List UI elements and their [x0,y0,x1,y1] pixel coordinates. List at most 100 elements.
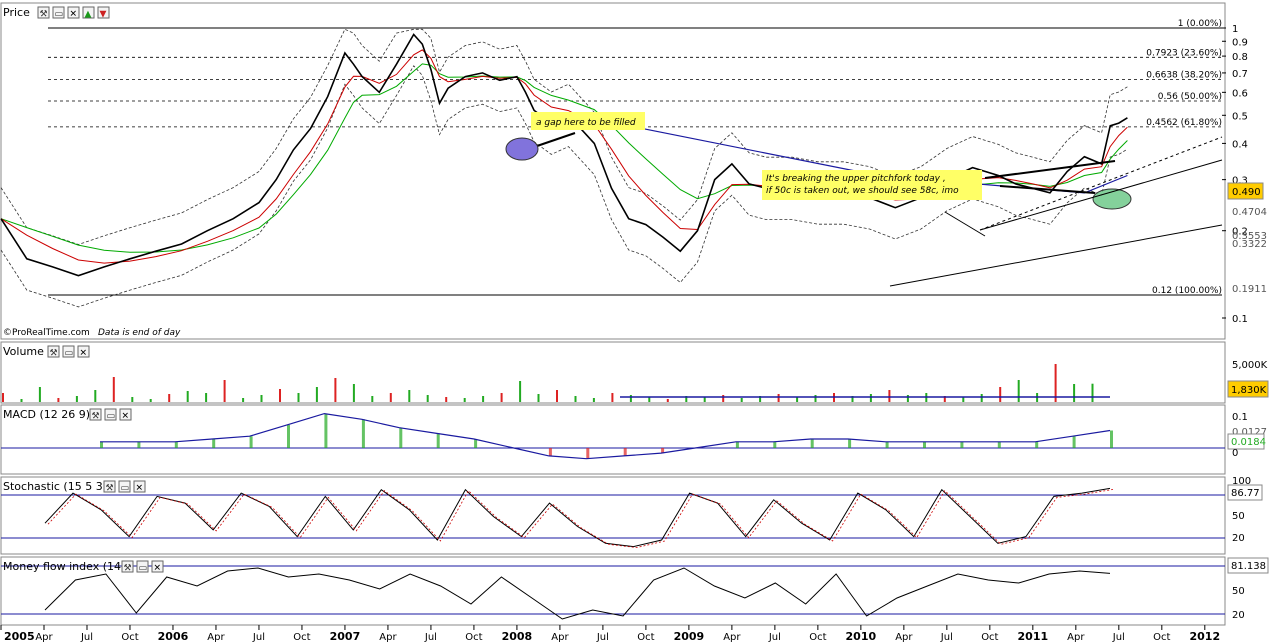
macd-histogram-bar [249,436,253,448]
volume-bar [629,395,632,402]
arrow-down-icon-glyph: ▼ [100,10,107,20]
x-tick-label: Jul [1112,632,1125,643]
volume-bar [1091,383,1094,402]
volume-bar [592,398,595,402]
x-tick-label: Apr [379,632,397,643]
window-icon-glyph: ▭ [65,349,74,359]
window-icon [136,560,149,573]
macd-histogram-bar [399,427,403,448]
mfi-value: 81.138 [1231,561,1266,572]
x-tick-label: Jul [252,632,265,643]
macd-side-label-3: 0 [1232,448,1238,459]
stoch-panel-frame [0,476,1226,555]
stoch-side-label-1: 100 [1232,476,1251,487]
macd-histogram-bar [100,441,103,448]
price-side-label-4: 0.1911 [1232,284,1267,295]
pitchfork-upper-ext [979,136,1223,231]
fib-level-label: 0.4562 (61.80%) [1146,118,1222,128]
volume-bar [611,393,614,402]
volume-bar [740,398,743,402]
arrow-up-icon [82,6,95,19]
x-tick-label: Oct [981,632,998,643]
x-tick-label: Apr [207,632,225,643]
x-tick-label: Apr [551,632,569,643]
volume-bar [519,381,522,402]
macd-histogram-bar [1072,436,1076,448]
mfi-side-label-2: 20 [1232,610,1245,621]
close-icon [119,408,132,421]
macd-panel-frame [0,404,1226,475]
volume-bar [315,387,318,402]
x-tick-label: Apr [895,632,913,643]
volume-bar [482,396,485,402]
volume-bar [906,395,909,402]
note-arrow-1 [984,160,1116,179]
volume-bar [796,397,799,402]
stoch-k-line [44,487,1111,548]
mfi-panel-frame [0,556,1226,626]
macd-line [100,412,1111,460]
macd-histogram-bar [773,441,777,448]
price-tick-label: 0.2 [1232,227,1248,238]
x-tick-label: 2012 [1189,630,1220,643]
wrench-icon-glyph: ⚒ [50,349,58,359]
macd-histogram-bar [361,419,365,448]
panel-title-macd: MACD (12 26 9) [3,408,90,421]
panel-title-volume: Volume [3,345,44,358]
wrench-icon [89,408,102,421]
volume-bar [888,390,891,402]
macd-histogram-bar [212,439,216,448]
volume-bar [777,394,780,402]
price-panel-frame [0,2,1226,340]
gap-note: a gap here to be filled [536,118,636,128]
volume-bar [297,393,300,402]
window-icon-glyph: ▭ [107,412,116,422]
panel-icons-stoch: ⚒ ▭ ✕ [103,480,146,494]
x-tick-label: Oct [809,632,826,643]
volume-bar [537,394,540,402]
close-icon-glyph: ✕ [122,412,130,422]
mfi-line [44,567,1111,620]
pitchfork-upper [979,159,1223,231]
x-tick-label: 2005 [4,630,35,643]
x-tick-label: 2009 [674,630,705,643]
price-y-ticks: 1 0.9 0.8 0.7 0.6 0.5 0.4 0.3 0.2 0.1 [1222,24,1248,325]
macd-histogram-bar [1035,441,1039,448]
price-tick-label: 0.4 [1232,139,1248,150]
x-tick-label: 2007 [330,630,361,643]
price-fib-levels: 1 (0.00%) 0.7923 (23.60%) 0.6638 (38.20%) 0… [48,19,1222,296]
close-icon-glyph: ✕ [136,484,144,494]
price-value-box [1227,182,1264,200]
volume-bar [223,380,226,402]
volume-bars [2,364,1094,402]
macd-histogram-bar [923,441,926,448]
macd-histogram-bar [885,441,889,448]
volume-panel: Volume ⚒ ▭ ✕ 5,000K 1,830K [0,341,1269,404]
stoch-series [44,487,1114,549]
mfi-panel: Money flow index (14) ⚒ ▭ ✕ 81.138 50 20 [0,556,1269,626]
volume-bar [57,398,60,402]
volume-bar [500,393,503,402]
wrench-icon [103,480,116,493]
macd-value-box [1227,433,1265,450]
pitchfork-lower [889,224,1223,287]
fib-level-label: 1 (0.00%) [1178,19,1222,29]
volume-bar [371,396,374,402]
fib-level-label: 0.12 (100.00%) [1152,286,1222,296]
close-icon [77,345,90,358]
volume-value: 1,830K [1231,385,1267,396]
panel-icons-price: ⚒ ▭ ✕ ▲ ▼ [37,6,110,20]
macd-histogram-bar [960,441,964,448]
volume-bar [1054,364,1057,402]
x-tick-label: Oct [293,632,310,643]
x-tick-label: Apr [723,632,741,643]
x-tick-label: 2008 [502,630,533,643]
wrench-icon-glyph: ⚒ [92,412,100,422]
volume-bar [869,394,872,402]
macd-histogram-bar [848,439,852,448]
volume-side-label: 5,000K [1232,360,1268,371]
window-icon [118,480,131,493]
upper-band [0,28,1128,245]
mfi-series [44,567,1111,620]
price-tick-label: 0.1 [1232,314,1248,325]
